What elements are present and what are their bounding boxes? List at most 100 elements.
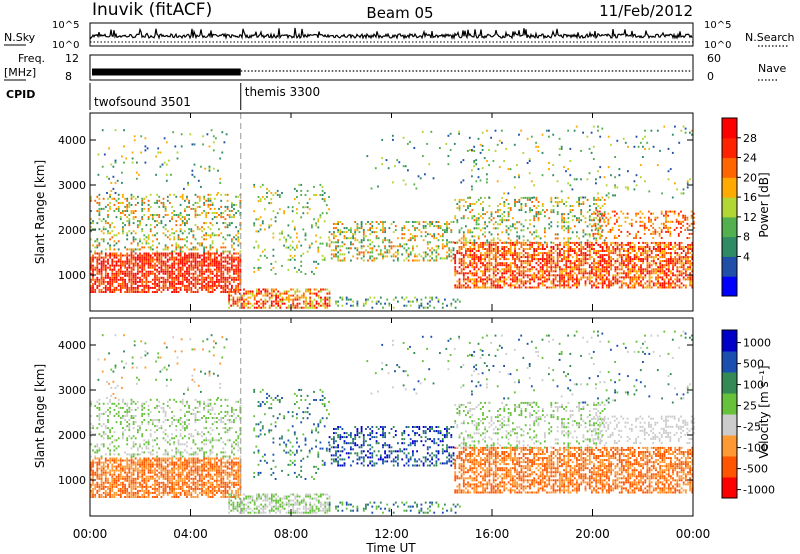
power-cell xyxy=(147,256,150,259)
power-cell xyxy=(484,254,486,257)
power-cell xyxy=(149,264,152,267)
power-cell xyxy=(273,304,275,307)
power-cell xyxy=(171,262,173,265)
power-cell xyxy=(418,223,421,225)
power-cell xyxy=(514,276,516,279)
power-cell xyxy=(550,256,553,259)
power-cell xyxy=(608,246,610,248)
power-cell xyxy=(503,192,505,195)
power-cell xyxy=(682,272,685,275)
power-cell xyxy=(130,212,133,214)
power-cell xyxy=(260,292,262,295)
power-cell xyxy=(164,214,167,216)
power-cell xyxy=(205,246,208,249)
power-cell xyxy=(433,235,436,238)
power-cell xyxy=(452,221,455,223)
power-cell xyxy=(501,262,504,265)
power-cell xyxy=(175,242,178,245)
power-cell xyxy=(460,284,463,287)
power-cell xyxy=(117,270,120,273)
power-cell xyxy=(571,274,574,277)
power-cell xyxy=(117,278,120,281)
power-cell xyxy=(437,247,440,250)
power-cell xyxy=(412,237,414,240)
power-cell xyxy=(90,195,92,198)
power-cell xyxy=(275,302,277,305)
power-cell xyxy=(441,235,444,238)
power-cell xyxy=(205,268,208,271)
power-cell xyxy=(134,197,137,200)
power-cell xyxy=(460,227,463,230)
power-cell xyxy=(211,288,214,291)
power-cell xyxy=(96,195,99,198)
power-cell xyxy=(201,272,203,275)
power-cell xyxy=(151,240,154,243)
power-cell xyxy=(184,272,186,275)
power-cell xyxy=(599,270,602,273)
power-cell xyxy=(591,272,593,275)
power-cell xyxy=(597,229,600,232)
power-cell xyxy=(535,235,538,238)
power-cell xyxy=(128,288,131,291)
power-cell xyxy=(235,286,237,289)
power-cell xyxy=(169,264,171,267)
power-cell xyxy=(96,256,99,259)
power-cell xyxy=(431,223,433,225)
power-cell xyxy=(552,280,555,283)
power-cell xyxy=(194,254,197,257)
power-cell xyxy=(90,250,92,253)
power-cell xyxy=(501,196,504,199)
power-cell xyxy=(433,237,436,240)
power-cell xyxy=(429,255,431,258)
power-cell xyxy=(687,268,689,271)
power-cell xyxy=(158,272,161,275)
power-cell xyxy=(139,240,141,243)
power-cell xyxy=(233,272,235,275)
power-cell xyxy=(439,225,442,228)
power-cell xyxy=(682,250,685,252)
power-cell xyxy=(124,272,126,275)
power-cell xyxy=(264,288,267,291)
power-cell xyxy=(201,230,203,233)
power-cell xyxy=(306,212,309,215)
power-cell xyxy=(526,264,529,267)
power-cell xyxy=(629,276,632,279)
power-cell xyxy=(486,266,489,269)
power-cell xyxy=(479,280,482,283)
power-cell xyxy=(92,272,94,275)
power-cell xyxy=(154,274,156,277)
power-cell xyxy=(194,262,197,265)
power-cell xyxy=(143,276,146,279)
power-cell xyxy=(184,264,186,267)
power-cell xyxy=(526,258,529,261)
power-cell xyxy=(448,241,451,244)
power-cell xyxy=(201,268,203,271)
power-cell xyxy=(194,282,197,285)
power-cell xyxy=(231,256,233,259)
power-cell xyxy=(490,264,493,267)
power-cell xyxy=(599,233,602,236)
power-cell xyxy=(635,258,638,261)
power-cell xyxy=(243,292,245,295)
power-cell xyxy=(429,233,431,236)
power-cell xyxy=(137,258,139,261)
power-cell xyxy=(541,264,544,267)
power-cell xyxy=(550,254,553,257)
power-cell xyxy=(112,175,115,178)
power-cell xyxy=(576,258,578,261)
power-cell xyxy=(462,198,465,201)
power-cell xyxy=(582,254,585,257)
power-cell xyxy=(235,212,237,214)
power-cell xyxy=(216,268,218,271)
power-cell xyxy=(130,291,133,293)
power-cell xyxy=(98,282,101,285)
power-cell xyxy=(655,278,657,281)
power-cell xyxy=(665,258,668,261)
power-cell xyxy=(646,258,649,261)
power-cell xyxy=(458,205,461,207)
power-cell xyxy=(192,252,195,255)
power-cell xyxy=(356,229,359,232)
power-cell xyxy=(473,256,476,259)
power-cell xyxy=(193,163,196,166)
power-cell xyxy=(514,284,516,287)
